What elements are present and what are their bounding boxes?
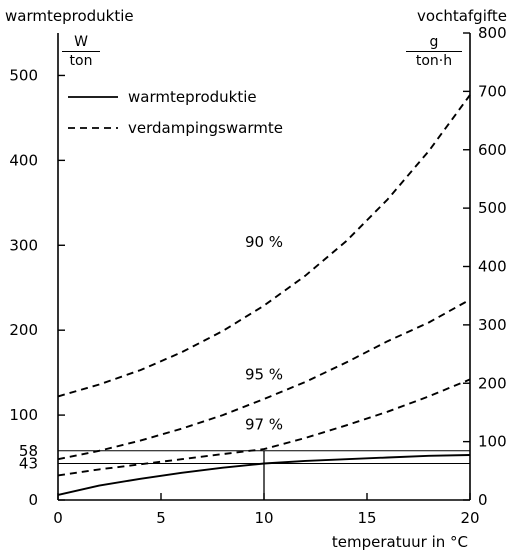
right-axis-unit: g ton·h: [406, 34, 462, 69]
curve-label-0: 90 %: [245, 233, 283, 251]
legend-label-verdampingswarmte: verdampingswarmte: [128, 119, 283, 137]
left-tick-label-400: 400: [9, 151, 38, 169]
curve-label-1: 95 %: [245, 365, 283, 383]
right-tick-label-300: 300: [478, 316, 507, 334]
curve-label-2: 97 %: [245, 416, 283, 434]
series-line-0: [57, 454, 471, 496]
right-tick-label-700: 700: [478, 82, 507, 100]
curve-labels: 90 % 95 % 97 %: [245, 233, 283, 434]
ticks: [57, 32, 471, 501]
x-tick-label-20: 20: [460, 509, 479, 527]
left-axis-title: warmteproduktie: [5, 7, 134, 25]
left-marked-label-58: 58: [19, 442, 38, 460]
right-tick-label-0: 0: [478, 491, 488, 509]
left-tick-label-100: 100: [9, 406, 38, 424]
right-unit-denominator: ton·h: [415, 53, 453, 69]
tick-labels: 0 5 10 15 2001002003004005004358010020030040…: [9, 24, 506, 527]
left-axis-unit: W ton: [62, 34, 100, 69]
right-tick-label-400: 400: [478, 258, 507, 276]
right-tick-label-200: 200: [478, 374, 507, 392]
right-tick-label-800: 800: [478, 24, 507, 42]
right-axis-title: vochtafgifte: [417, 7, 507, 25]
x-axis-title: temperatuur in °C: [332, 533, 468, 551]
x-tick-label-0: 0: [53, 509, 63, 527]
series-line-2: [57, 298, 471, 461]
x-tick-label-15: 15: [357, 509, 376, 527]
left-tick-label-200: 200: [9, 321, 38, 339]
left-unit-denominator: ton: [69, 53, 93, 69]
right-tick-label-500: 500: [478, 199, 507, 217]
left-unit-fraction-bar: [62, 51, 100, 52]
left-tick-label-500: 500: [9, 66, 38, 84]
reference-lines: [58, 450, 470, 500]
left-tick-label-300: 300: [9, 236, 38, 254]
left-marked-label-43: 43: [19, 454, 38, 472]
left-tick-label-0: 0: [28, 491, 38, 509]
x-tick-label-10: 10: [254, 509, 273, 527]
right-tick-label-100: 100: [478, 433, 507, 451]
left-unit-numerator: W: [74, 34, 88, 50]
legend-label-warmteproduktie: warmteproduktie: [128, 88, 257, 106]
x-tick-label-5: 5: [156, 509, 166, 527]
series-line-1: [57, 94, 471, 398]
right-unit-numerator: g: [429, 34, 439, 50]
series-line-3: [57, 378, 471, 477]
series-layer: [57, 94, 471, 496]
right-unit-fraction-bar: [406, 51, 462, 52]
legend: warmteproduktie verdampingswarmte: [68, 88, 283, 137]
right-tick-label-600: 600: [478, 141, 507, 159]
